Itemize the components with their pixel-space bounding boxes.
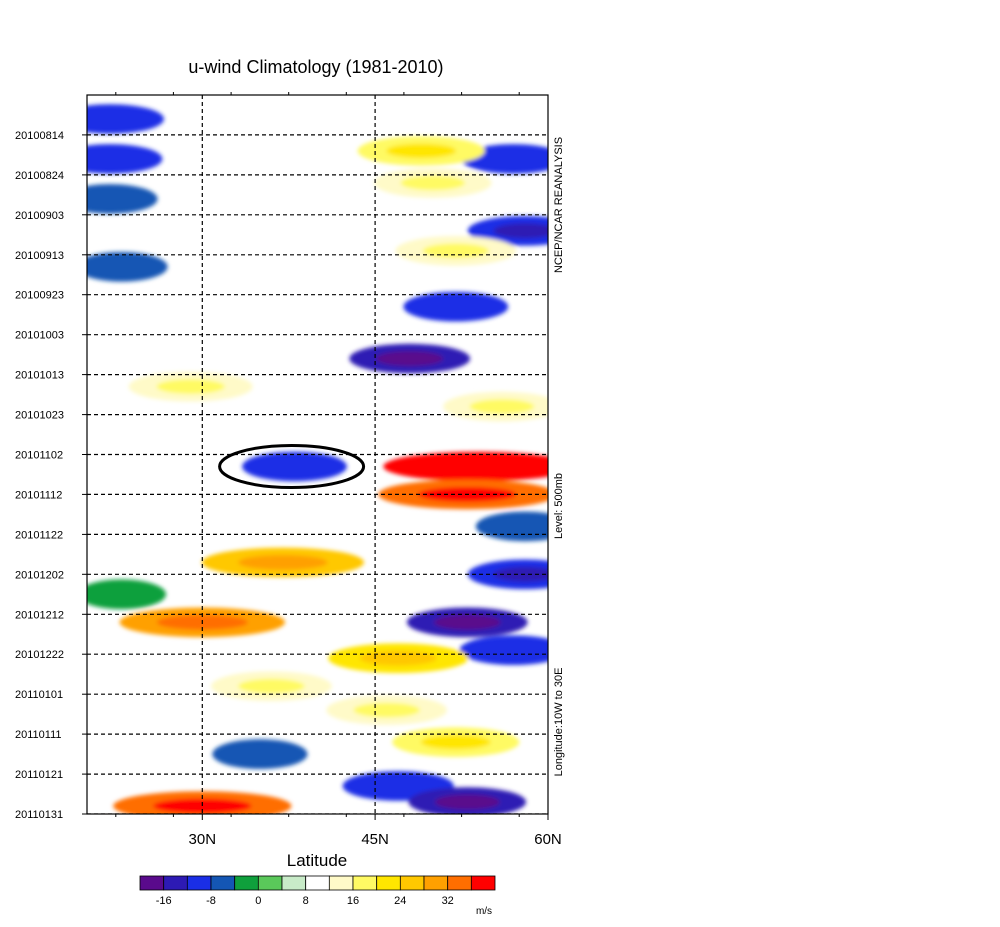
y-tick-label: 20101013	[15, 370, 64, 382]
colorbar-tick-label: -16	[156, 895, 172, 907]
colorbar-swatch	[281, 875, 307, 891]
annotation-ellipse	[218, 444, 366, 489]
y-tick-label: 20100903	[15, 210, 64, 222]
wind-feature-26	[212, 739, 308, 769]
wind-feature-core-25	[353, 702, 420, 718]
y-tick-label: 20101202	[15, 569, 64, 581]
y-tick-label: 20100814	[15, 130, 64, 142]
wind-feature-core-17	[238, 555, 328, 570]
colorbar-tick-label: 8	[303, 895, 309, 907]
colorbar-swatch	[186, 875, 212, 891]
y-axis: 20100814 20100824 20100903 20100913 20100923…	[15, 130, 87, 821]
y-tick-label: 20101122	[15, 529, 63, 541]
wind-feature-core-7	[422, 243, 489, 259]
wind-feature-core-23	[359, 650, 437, 666]
y-tick-label: 20101212	[15, 609, 64, 621]
colorbar-swatch	[470, 875, 496, 891]
right-label-longitude: Longitude:10W to 30E	[553, 668, 565, 777]
colorbar-swatch	[399, 875, 425, 891]
grid-lines	[87, 95, 548, 814]
wind-feature-8	[87, 252, 168, 282]
colorbar: -16 -8 0 8 16 24 32	[139, 875, 496, 907]
colorbar-tick-label: 32	[442, 895, 454, 907]
x-tick-label: 45N	[361, 831, 389, 848]
colorbar-swatch	[257, 875, 283, 891]
y-tick-label: 20100824	[15, 170, 64, 182]
colorbar-unit: m/s	[476, 906, 492, 917]
annotation-layer	[218, 444, 366, 489]
wind-feature-core-11	[469, 399, 535, 414]
colorbar-tick-label: 24	[394, 895, 406, 907]
colorbar-swatch	[305, 875, 330, 891]
wind-feature-core-3	[493, 223, 548, 239]
wind-feature-9	[403, 291, 509, 322]
colorbar-swatch	[328, 875, 354, 891]
y-tick-label: 20101023	[15, 410, 64, 422]
y-tick-label: 20110121	[15, 769, 63, 781]
chart-title: u-wind Climatology (1981-2010)	[188, 57, 443, 77]
colorbar-swatch	[352, 875, 378, 891]
colorbar-tick-label: 16	[347, 895, 359, 907]
wind-feature-core-18	[493, 566, 548, 582]
y-tick-label: 20101003	[15, 330, 64, 342]
wind-feature-22	[459, 635, 548, 665]
colorbar-swatch	[423, 875, 449, 891]
colorbar-swatch	[447, 875, 472, 891]
right-label-dataset: NCEP/NCAR REANALYSIS	[553, 137, 565, 273]
y-tick-label: 20100913	[15, 250, 64, 262]
wind-feature-core-12	[156, 379, 225, 394]
y-tick-label: 20110131	[15, 809, 63, 821]
wind-feature-core-6	[400, 175, 466, 191]
y-tick-label: 20110111	[15, 729, 62, 741]
wind-feature-core-29	[435, 794, 500, 810]
wind-feature-13	[242, 451, 347, 482]
wind-feature-0	[87, 104, 164, 134]
wind-feature-core-10	[376, 351, 443, 366]
wind-feature-1	[87, 144, 163, 174]
colorbar-swatch	[210, 875, 236, 891]
wind-feature-core-14	[426, 459, 532, 474]
x-tick-label: 60N	[534, 831, 562, 848]
wind-feature-19	[87, 579, 166, 610]
colorbar-swatch	[376, 875, 401, 891]
wind-feature-core-21	[434, 614, 501, 630]
colorbar-swatch	[163, 875, 188, 891]
x-axis-label: Latitude	[287, 851, 348, 870]
y-tick-label: 20100923	[15, 290, 64, 302]
y-tick-label: 20110101	[15, 689, 63, 701]
wind-feature-16	[475, 511, 548, 542]
y-tick-label: 20101112	[15, 489, 62, 501]
wind-feature-core-5	[386, 143, 457, 159]
x-axis: 30N 45N 60N	[115, 92, 562, 848]
colorbar-swatch	[234, 875, 259, 891]
colorbar-tick-label: -8	[206, 895, 216, 907]
x-tick-label: 30N	[189, 831, 217, 848]
right-label-level: Level: 500mb	[553, 473, 565, 539]
y-tick-label: 20101102	[15, 450, 63, 462]
colorbar-tick-label: 0	[255, 895, 261, 907]
wind-feature-2	[87, 184, 158, 214]
wind-feature-core-24	[238, 678, 305, 694]
colorbar-swatch	[139, 875, 165, 891]
wind-feature-core-27	[420, 734, 491, 750]
y-tick-label: 20101222	[15, 649, 64, 661]
